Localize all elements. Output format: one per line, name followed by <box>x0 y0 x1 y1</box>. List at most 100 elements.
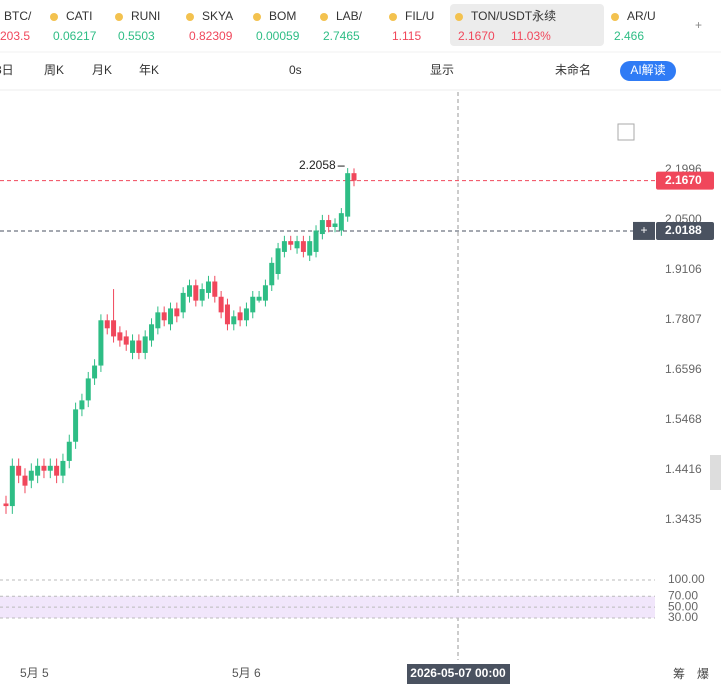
interval[interactable]: 周K <box>44 63 64 77</box>
coin-icon <box>389 13 397 21</box>
footer-button[interactable]: 爆 <box>697 667 709 681</box>
candle-body <box>180 292 186 313</box>
indicator-tick-label: 100.00 <box>668 572 705 586</box>
ai-label[interactable]: AI解读 <box>630 63 665 77</box>
ticker-price[interactable]: 1.115 <box>392 29 421 43</box>
ticker-symbol[interactable]: BOM <box>269 9 296 23</box>
candle-body <box>199 289 205 301</box>
price-plus: + <box>640 223 647 237</box>
add-tab[interactable]: + <box>695 18 702 32</box>
side-handle[interactable] <box>710 455 721 490</box>
candle-body <box>54 465 60 476</box>
interval[interactable]: 年K <box>139 63 159 77</box>
candle-body <box>319 220 325 235</box>
candle-body <box>237 312 243 321</box>
candle-body <box>111 320 117 337</box>
candle-body <box>155 312 161 329</box>
price-tag <box>656 221 714 240</box>
ticker-price[interactable]: 0.82309 <box>189 29 233 43</box>
candle-body <box>262 285 268 301</box>
candle-body <box>136 340 142 353</box>
ticker-price[interactable]: 0.00059 <box>256 29 300 43</box>
fullscreen-icon[interactable] <box>617 123 635 141</box>
candle-body <box>288 241 294 245</box>
candle-body <box>16 465 22 476</box>
ticker-price[interactable]: 2.1670 <box>458 29 495 43</box>
candle-body <box>281 241 287 252</box>
candle-body <box>161 312 167 321</box>
candle-body <box>22 475 28 486</box>
candle-body <box>79 400 85 410</box>
ticker-price[interactable]: 0.5503 <box>118 29 155 43</box>
ticker-price[interactable]: 2.466 <box>614 29 644 43</box>
ticker-symbol[interactable]: CATI <box>66 9 92 23</box>
candle-body <box>98 320 104 366</box>
candle-body <box>351 173 357 181</box>
ticker-selected-bg[interactable] <box>450 4 604 46</box>
candle-body <box>35 465 41 476</box>
ticker-symbol[interactable]: SKYA <box>202 9 233 23</box>
candle-body <box>41 465 47 471</box>
ticker-symbol[interactable]: TON/USDT永续 <box>471 9 556 23</box>
coin-icon <box>455 13 463 21</box>
candle-body <box>269 262 275 286</box>
candle-body <box>243 308 249 321</box>
timer[interactable]: 0s <box>289 63 302 77</box>
indicator-band <box>0 596 655 618</box>
candle-body <box>224 304 230 325</box>
ticker-change[interactable]: 11.03% <box>511 29 551 43</box>
layout-name[interactable]: 未命名 <box>555 62 591 77</box>
candle-body <box>123 336 129 345</box>
candle-body <box>275 248 281 274</box>
price-tag-label: 2.0188 <box>665 223 702 237</box>
ticker-price[interactable]: 0.06217 <box>53 29 97 43</box>
indicator-tick-label: 70.00 <box>668 588 698 602</box>
ai-button-bg[interactable] <box>620 61 676 81</box>
coin-icon <box>50 13 58 21</box>
ticker-symbol[interactable]: RUNI <box>131 9 160 23</box>
ticker-price[interactable]: 2.7465 <box>323 29 360 43</box>
indicator-tick-label: 50.00 <box>668 599 698 613</box>
crosshair-tag <box>407 664 510 684</box>
y-tick-label: 1.7807 <box>665 312 702 326</box>
ticker-symbol[interactable]: BTC/ <box>4 9 32 23</box>
coin-icon <box>253 13 261 21</box>
candle-body <box>338 213 344 231</box>
candle-body <box>174 308 180 317</box>
candle-body <box>3 503 9 507</box>
candle-body <box>345 173 351 217</box>
coin-icon <box>320 13 328 21</box>
candle-body <box>117 332 123 341</box>
candle-body <box>294 241 300 249</box>
coin-icon <box>611 13 619 21</box>
ticker-price[interactable]: 203.5 <box>0 29 30 43</box>
candle-body <box>47 465 53 471</box>
coin-icon <box>186 13 194 21</box>
ticker-symbol[interactable]: FIL/U <box>405 9 434 23</box>
x-tick-label: 5月 5 <box>20 666 49 680</box>
candle-body <box>300 241 306 252</box>
candle-body <box>231 316 237 325</box>
ticker-symbol[interactable]: LAB/ <box>336 9 363 23</box>
y-tick-label: 1.9106 <box>665 262 702 276</box>
candle-body <box>186 285 192 297</box>
footer-button[interactable]: 筹 <box>673 667 685 681</box>
max-label: 2.2058 <box>299 158 336 172</box>
candle-body <box>250 296 256 313</box>
candle-body <box>212 281 218 297</box>
y-tick-label: 1.6596 <box>665 362 702 376</box>
price-plus-bg[interactable] <box>633 221 655 240</box>
candle-body <box>66 441 72 461</box>
display[interactable]: 显示 <box>430 63 454 77</box>
candle-body <box>142 336 148 353</box>
interval[interactable]: 月K <box>92 63 112 77</box>
ticker-symbol[interactable]: AR/U <box>627 9 656 23</box>
ticker-bar <box>0 0 721 52</box>
candle-body <box>218 296 224 313</box>
candle-body <box>313 230 319 252</box>
crosshair-label: 2026-05-07 00:00 <box>410 666 506 680</box>
y-tick-label: 1.5468 <box>665 412 702 426</box>
candle-body <box>193 285 199 301</box>
interval[interactable]: 3日 <box>0 63 14 77</box>
